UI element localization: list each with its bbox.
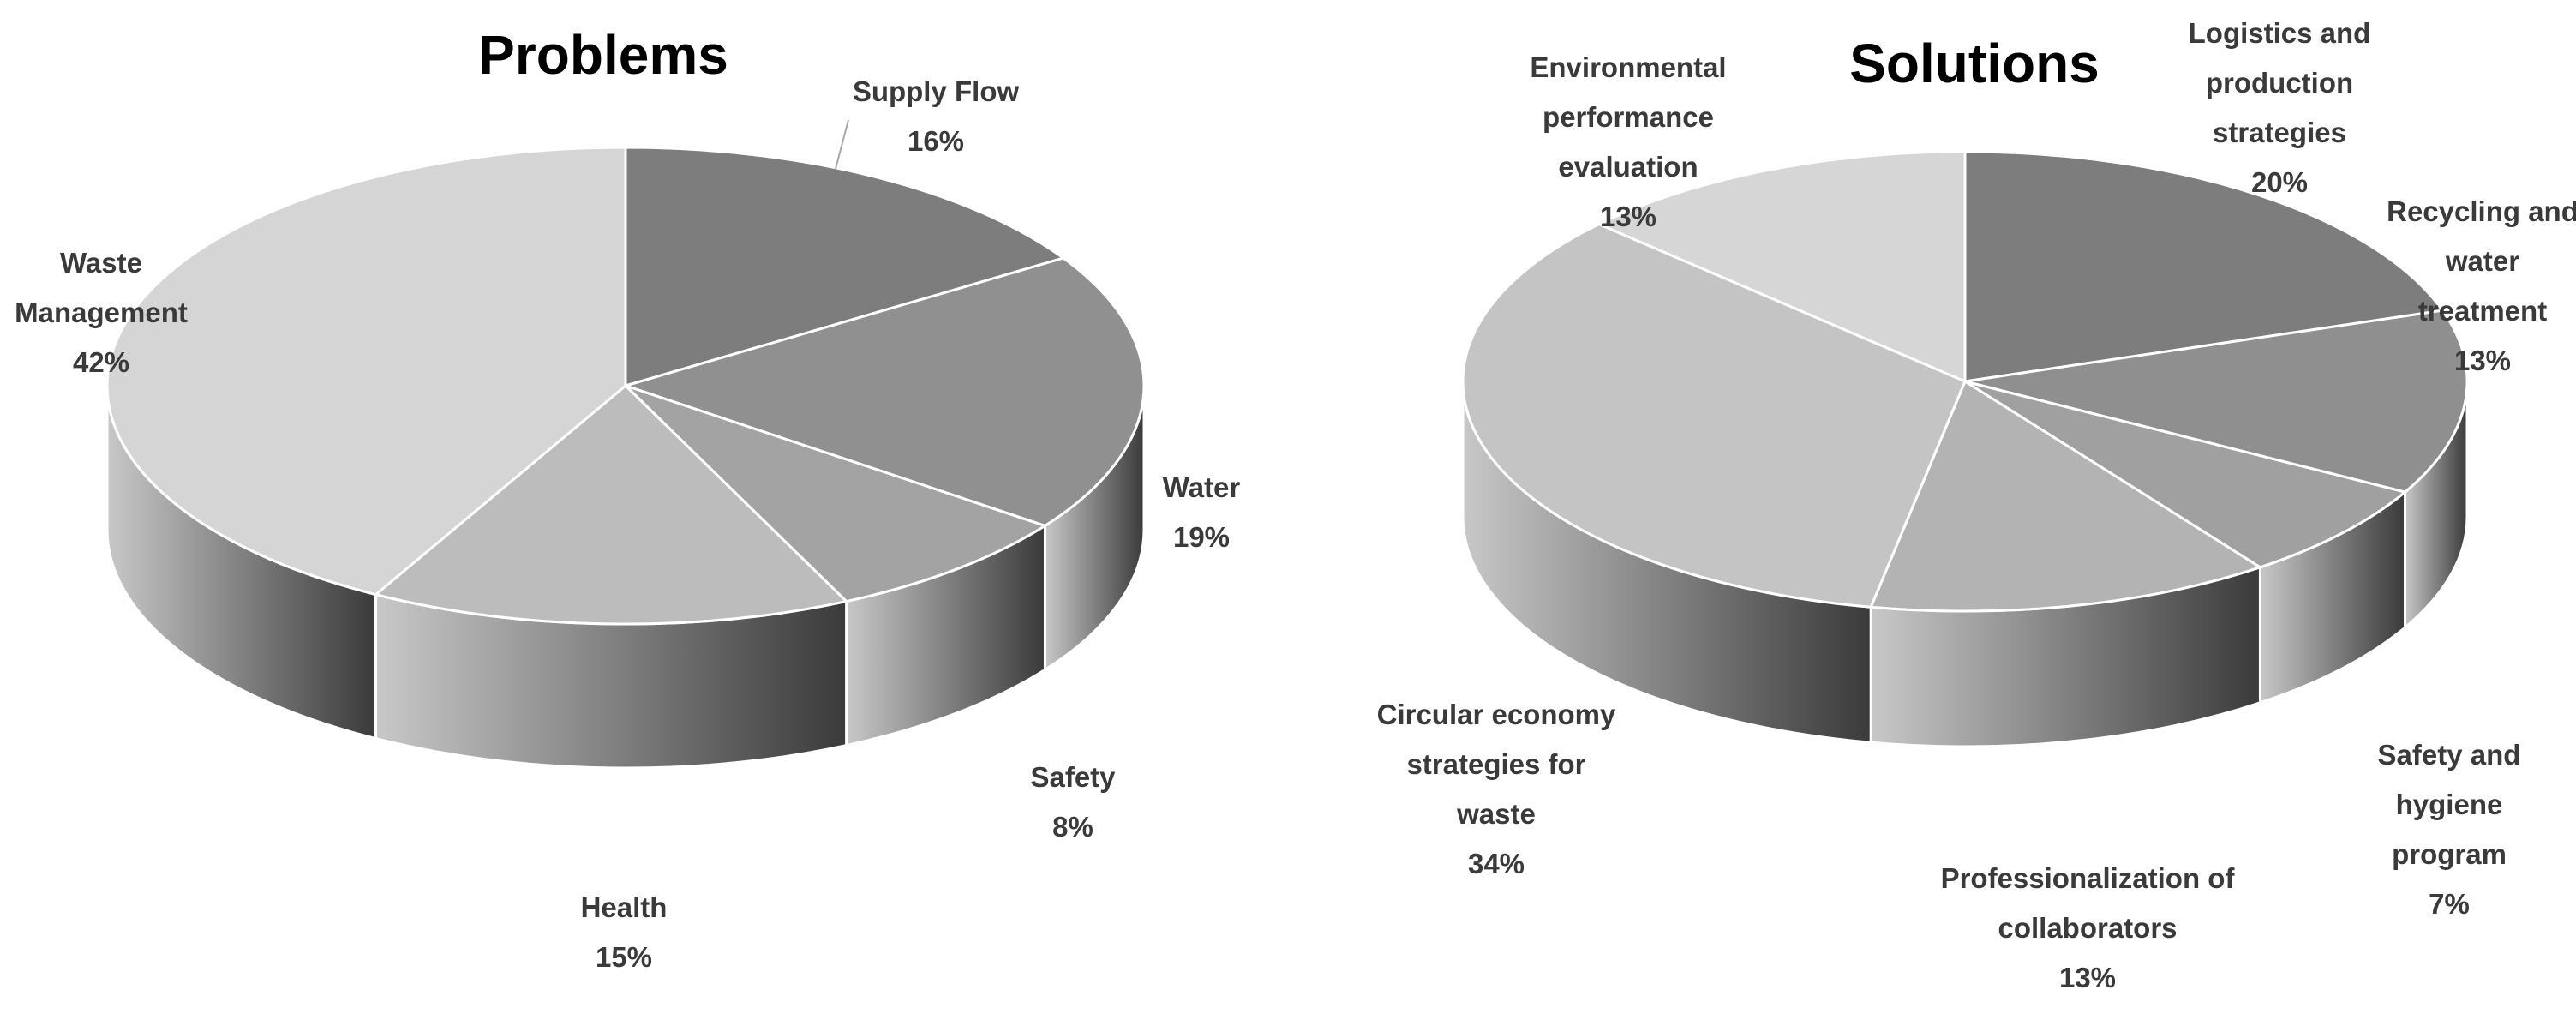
slice-percent-label: 16%: [908, 125, 964, 157]
solutions-slice-circular-economy-strategies-for-waste: [1461, 222, 1967, 609]
problems-slice-safety: [624, 384, 1048, 603]
slice-name-line: waste: [1456, 798, 1536, 830]
slice-percent-label: 13%: [2059, 962, 2116, 993]
problems-slice-waste-management: [105, 146, 627, 597]
slice-name-line: evaluation: [1558, 151, 1698, 183]
slice-percent-label: 34%: [1468, 848, 1525, 879]
solutions-label-environmental-performance-evaluation: Environmental performance evaluation 13%: [1530, 51, 1726, 232]
solutions-label-circular-economy-strategies-for-waste: Circular economy strategies for waste 34%: [1377, 699, 1616, 879]
slice-name-line: Circular economy: [1377, 699, 1616, 730]
slice-name-line: program: [2392, 838, 2507, 870]
slice-percent-label: 8%: [1052, 811, 1093, 843]
slice-name-line: Supply Flow: [853, 75, 1020, 107]
problems-leader-line: [835, 119, 849, 170]
solutions-label-professionalization-of-collaborators: Professionalization of collaborators 13%: [1941, 862, 2236, 993]
slice-name-line: production: [2206, 67, 2353, 99]
slice-percent-label: 42%: [73, 346, 129, 378]
problems-pie-chart: Problems Supply Flow 16% Water 19% Safety 8% H…: [15, 24, 1240, 973]
problems-slice-supply-flow: [624, 146, 1067, 387]
problems-slice-health: [373, 383, 849, 626]
slice-percent-label: 19%: [1173, 521, 1230, 553]
solutions-label-logistics-and-production-strategies: Logistics and production strategies 20%: [2189, 17, 2371, 198]
slice-name-line: Safety: [1030, 761, 1116, 793]
solutions-slice-professionalization-of-collaborators: [1869, 379, 2263, 613]
solutions-slice-logistics-and-production-strategies: [1963, 150, 2445, 383]
slice-percent-label: 15%: [596, 941, 652, 973]
slice-name-line: strategies for: [1406, 748, 1585, 780]
slice-name-line: Waste: [60, 247, 142, 279]
problems-label-safety: Safety 8%: [1030, 761, 1116, 843]
solutions-slice-environmental-performance-evaluation: [1596, 150, 1967, 384]
slice-name-line: water: [2445, 245, 2519, 277]
problems-slice-water: [620, 256, 1146, 528]
slice-percent-label: 13%: [2454, 345, 2511, 376]
slice-name-line: Logistics and: [2189, 17, 2371, 49]
problems-labels: Supply Flow 16% Water 19% Safety 8% Health 15% W…: [15, 75, 1240, 973]
solutions-slice-recycling-and-water-treatment: [1964, 309, 2469, 494]
slice-name-line: Recycling and: [2387, 195, 2576, 227]
slice-name-line: Environmental: [1530, 51, 1726, 83]
slice-percent-label: 13%: [1600, 201, 1656, 232]
problems-label-supply-flow: Supply Flow 16%: [853, 75, 1020, 157]
slice-name-line: performance: [1543, 101, 1714, 133]
slice-name-line: Health: [581, 891, 668, 923]
problems-label-water: Water 19%: [1163, 471, 1241, 553]
solutions-labels: Logistics and production strategies 20% Recy…: [1377, 17, 2576, 993]
problems-slices: [105, 146, 1146, 770]
slice-name-line: Water: [1163, 471, 1241, 503]
solutions-pie-chart: Solutions Logistics and production strateg…: [1377, 17, 2576, 993]
slice-name-line: Management: [15, 297, 188, 328]
problems-chart-title: Problems: [478, 24, 728, 86]
slice-name-line: collaborators: [1998, 912, 2177, 944]
solutions-slice-safety-and-hygiene-program: [1964, 380, 2408, 569]
slice-name-line: strategies: [2213, 117, 2346, 148]
solutions-chart-title: Solutions: [1849, 33, 2100, 94]
solutions-slices: [1461, 150, 2469, 748]
solutions-label-safety-and-hygiene-program: Safety and hygiene program 7%: [2378, 739, 2521, 920]
solutions-label-recycling-and-water-treatment: Recycling and water treatment 13%: [2387, 195, 2576, 376]
slice-percent-label: 7%: [2429, 888, 2470, 920]
slice-name-line: Safety and: [2378, 739, 2521, 771]
problems-label-waste-management: Waste Management 42%: [15, 247, 188, 378]
slice-name-line: Professionalization of: [1941, 862, 2236, 894]
problems-label-health: Health 15%: [581, 891, 668, 973]
slice-percent-label: 20%: [2251, 166, 2308, 198]
slice-name-line: treatment: [2418, 295, 2547, 327]
slice-name-line: hygiene: [2396, 789, 2503, 820]
